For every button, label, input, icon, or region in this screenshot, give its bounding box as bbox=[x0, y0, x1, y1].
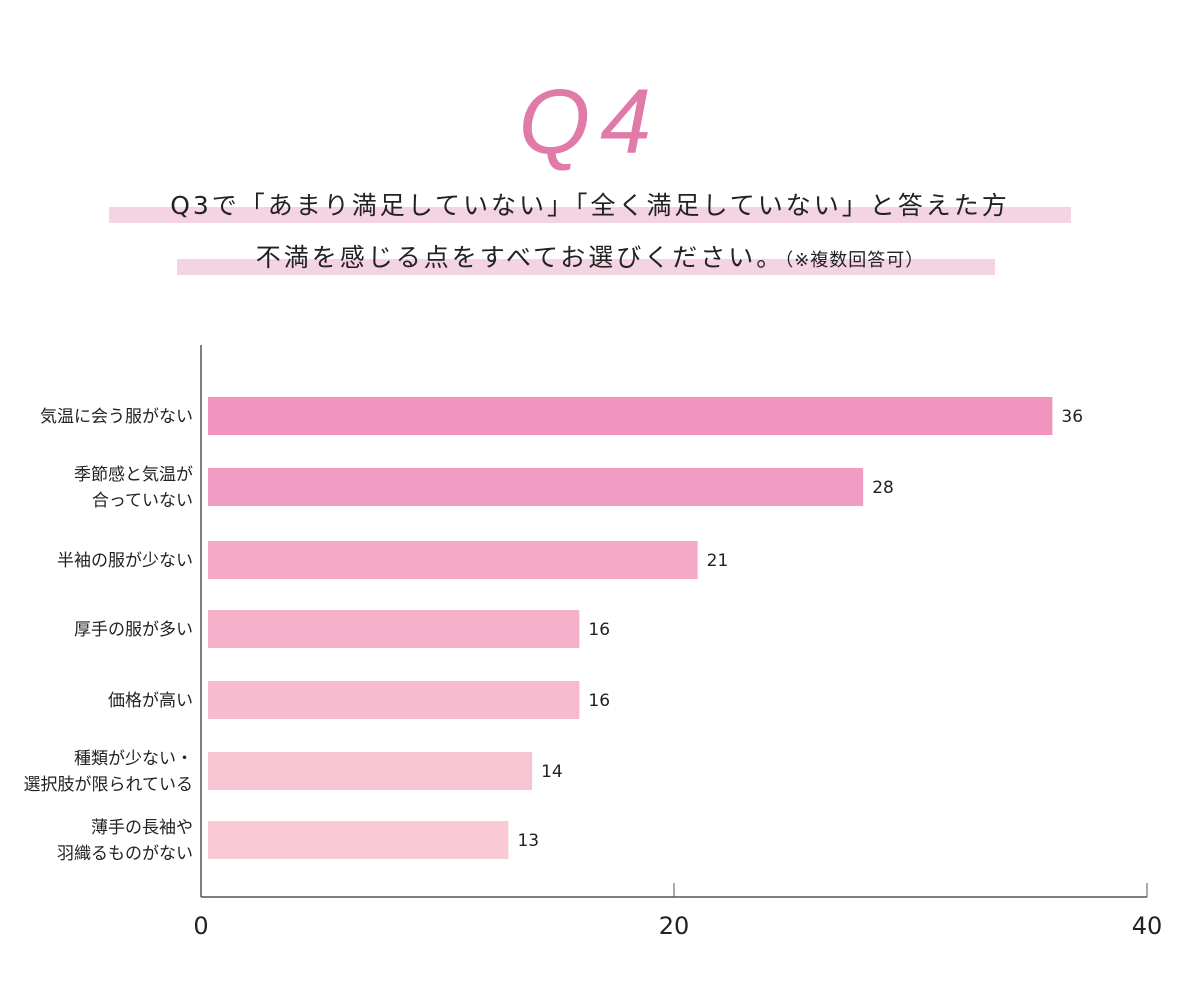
category-label: 厚手の服が多い bbox=[74, 620, 193, 640]
highlight-band-1 bbox=[109, 207, 1071, 223]
category-label: 価格が高い bbox=[108, 691, 193, 711]
data-label: 16 bbox=[588, 691, 610, 711]
bar bbox=[208, 541, 698, 579]
data-label: 28 bbox=[872, 478, 894, 498]
x-tick-label: 0 bbox=[193, 912, 208, 940]
bar bbox=[208, 821, 509, 859]
category-label: 半袖の服が少ない bbox=[57, 551, 193, 571]
question-number: Q4 bbox=[518, 71, 662, 173]
data-label: 13 bbox=[517, 831, 539, 851]
x-tick-label: 40 bbox=[1132, 912, 1163, 940]
category-label: 羽織るものがない bbox=[57, 844, 193, 864]
category-label: 季節感と気温が bbox=[74, 465, 193, 485]
category-label: 気温に会う服がない bbox=[40, 407, 193, 427]
bar bbox=[208, 610, 580, 648]
category-label: 薄手の長袖や bbox=[91, 818, 193, 838]
category-label: 選択肢が限られている bbox=[24, 775, 194, 795]
bar bbox=[208, 681, 580, 719]
question-text-line2: 不満を感じる点をすべてお選びください。（※複数回答可） bbox=[0, 238, 1180, 274]
bar bbox=[208, 752, 533, 790]
data-label: 16 bbox=[588, 620, 610, 640]
data-label: 36 bbox=[1061, 407, 1083, 427]
x-tick-label: 20 bbox=[659, 912, 690, 940]
highlight-band-2 bbox=[177, 259, 995, 275]
bar bbox=[208, 468, 864, 506]
data-label: 14 bbox=[541, 762, 563, 782]
category-label: 種類が少ない・ bbox=[74, 749, 193, 769]
data-label: 21 bbox=[707, 551, 729, 571]
question-text-main: 不満を感じる点をすべてお選びください。 bbox=[255, 243, 785, 272]
category-label: 合っていない bbox=[92, 491, 193, 511]
bar bbox=[208, 397, 1053, 435]
question-note: （※複数回答可） bbox=[784, 250, 925, 271]
question-text-line1: Q3で「あまり満足していない」「全く満足していない」と答えた方 bbox=[170, 191, 1010, 220]
